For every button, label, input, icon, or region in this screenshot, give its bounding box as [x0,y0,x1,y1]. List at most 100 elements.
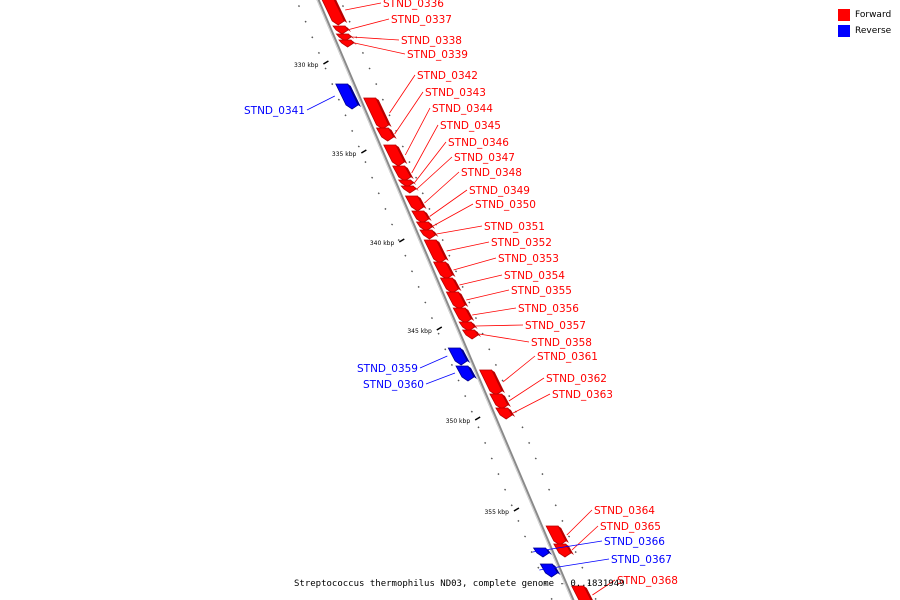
gene-label[interactable]: STND_0346 [448,137,509,149]
gene-label[interactable]: STND_0349 [469,185,530,197]
scale-label: 355 kbp [484,509,509,516]
gene-label[interactable]: STND_0343 [425,87,486,99]
gene-label[interactable]: STND_0354 [504,270,565,282]
gene-label[interactable]: STND_0339 [407,49,468,61]
gene-feature-stnd-0341[interactable] [335,83,359,110]
gene-label[interactable]: STND_0363 [552,389,613,401]
gene-feature-stnd-0342[interactable] [363,97,390,130]
gene-label[interactable]: STND_0341 [244,105,305,117]
gene-feature-stnd-0353[interactable] [433,261,454,280]
gene-feature-shade [351,40,357,45]
ruler-tick [297,5,301,8]
ruler-tick [537,566,540,569]
ruler-tick [391,223,394,226]
ruler-tick [567,535,571,538]
legend-label: Reverse [855,26,892,36]
gene-feature-stnd-0362[interactable] [489,393,509,410]
gene-label[interactable]: STND_0360 [363,379,424,391]
gene-feature-stnd-0363[interactable] [495,407,513,420]
label-leader [424,171,460,204]
gene-feature-shade [452,278,462,291]
ruler-tick [587,582,591,585]
gene-feature-stnd-0349[interactable] [411,210,430,224]
gene-feature-stnd-0360[interactable] [455,365,475,382]
gene-feature-stnd-0364[interactable] [545,525,567,546]
gene-feature-stnd-0339[interactable] [338,39,355,48]
gene-feature-stnd-0354[interactable] [439,277,459,294]
gene-feature-stnd-0368[interactable] [571,585,592,600]
gene-feature-stnd-0350[interactable] [415,221,433,232]
gene-feature-stnd-0337[interactable] [332,25,349,35]
gene-feature-stnd-0343[interactable] [375,127,395,142]
ruler-tick [348,20,351,23]
gene-feature-stnd-0352[interactable] [423,239,447,264]
gene-label[interactable]: STND_0350 [475,199,536,211]
gene-label[interactable]: STND_0338 [401,35,462,47]
ruler-tick [510,504,513,507]
label-leader [354,42,406,55]
gene-label[interactable]: STND_0357 [525,320,586,332]
label-leader [429,189,468,217]
gene-feature-stnd-0358[interactable] [461,329,479,340]
gene-label[interactable]: STND_0337 [391,14,452,26]
label-leader [466,289,510,301]
gene-feature-stnd-0359[interactable] [447,347,468,366]
gene-feature-stnd-0355[interactable] [445,291,466,310]
gene-label[interactable]: STND_0367 [611,554,672,566]
scale-major-tick [323,60,329,65]
gene-label[interactable]: STND_0345 [440,120,501,132]
gene-label[interactable]: STND_0348 [461,167,522,179]
ruler-tick [304,20,307,23]
label-leader [453,257,497,271]
gene-feature-shade [428,222,436,229]
gene-feature-shade [471,322,478,329]
gene-label[interactable]: STND_0351 [484,221,545,233]
gene-label[interactable]: STND_0353 [498,253,559,265]
gene-feature-stnd-0357[interactable] [458,321,476,332]
scale-label: 350 kbp [446,418,471,425]
gene-feature-stnd-0365[interactable] [553,543,572,558]
gene-feature-stnd-0346[interactable] [397,179,414,188]
gene-label[interactable]: STND_0347 [454,152,515,164]
scale-label: 345 kbp [407,328,432,335]
gene-feature-shade [474,330,482,337]
gene-label[interactable]: STND_0344 [432,103,493,115]
gene-feature-shade [388,128,397,139]
gene-feature-shade [558,526,569,543]
label-leader [352,36,400,41]
gene-feature-stnd-0336[interactable] [320,0,345,26]
ruler-tick [397,239,400,242]
scale-label: 330 kbp [294,62,319,69]
gene-feature-stnd-0344[interactable] [383,144,405,167]
gene-feature-stnd-0351[interactable] [419,229,436,240]
gene-feature-stnd-0338[interactable] [335,33,352,42]
label-leader [416,156,453,190]
gene-feature-stnd-0367[interactable] [539,563,559,578]
gene-label[interactable]: STND_0368 [617,575,678,587]
gene-feature-stnd-0347[interactable] [400,185,417,194]
gene-label[interactable]: STND_0359 [357,363,418,375]
gene-feature-stnd-0356[interactable] [452,307,472,324]
gene-label[interactable]: STND_0362 [546,373,607,385]
gene-label[interactable]: STND_0355 [511,285,572,297]
gene-label[interactable]: STND_0365 [600,521,661,533]
gene-label[interactable]: STND_0358 [531,337,592,349]
gene-label[interactable]: STND_0342 [417,70,478,82]
gene-label[interactable]: STND_0364 [594,505,655,517]
gene-label[interactable]: STND_0366 [604,536,665,548]
ruler-tick [441,239,444,242]
gene-label[interactable]: STND_0361 [537,351,598,363]
ruler-tick [421,192,424,195]
gene-feature-stnd-0361[interactable] [479,369,503,396]
ruler-tick [448,254,451,257]
ruler-tick [351,129,354,132]
gene-label[interactable]: STND_0356 [518,303,579,315]
gene-feature-stnd-0348[interactable] [404,195,425,212]
ruler-tick [494,363,497,366]
ruler-tick [594,597,597,600]
gene-label[interactable]: STND_0352 [491,237,552,249]
gene-feature-stnd-0345[interactable] [392,165,412,182]
gene-label[interactable]: STND_0336 [383,0,444,10]
ruler-tick [410,270,414,273]
